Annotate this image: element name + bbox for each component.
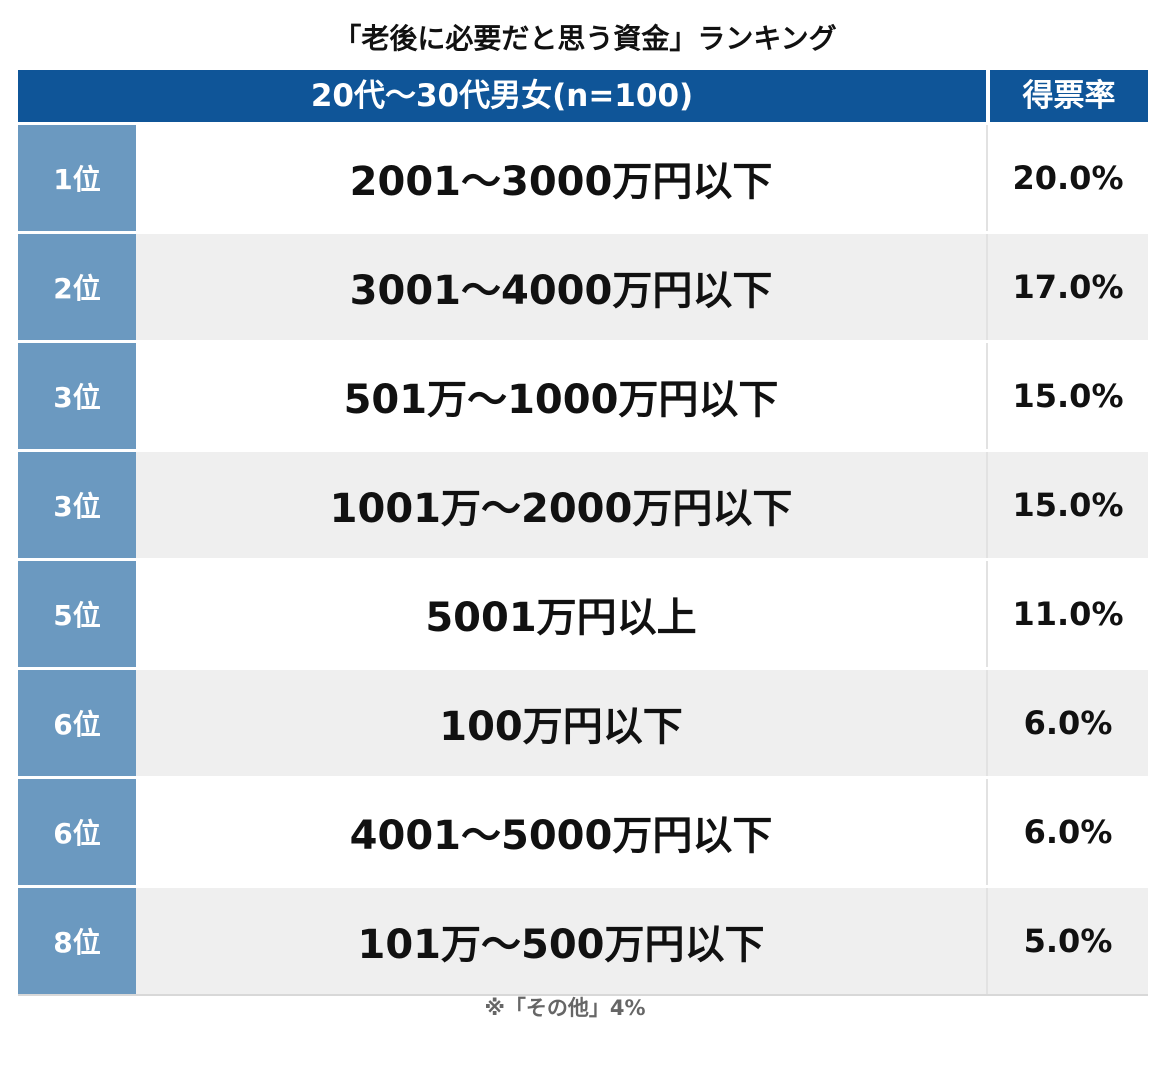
rate-cell: 17.0% bbox=[988, 234, 1148, 340]
amount-cell: 101万〜500万円以下 bbox=[136, 888, 988, 994]
amount-cell: 1001万〜2000万円以下 bbox=[136, 452, 988, 558]
footnote: ※「その他」4% bbox=[484, 996, 646, 1020]
rank-cell: 1位 bbox=[18, 125, 136, 231]
header-divider bbox=[986, 70, 990, 122]
amount-cell: 100万円以下 bbox=[136, 670, 988, 776]
table-bottom-border bbox=[18, 994, 1148, 996]
rate-cell: 5.0% bbox=[988, 888, 1148, 994]
table-row: 5位 5001万円以上 11.0% bbox=[18, 558, 1148, 667]
table-row: 6位 100万円以下 6.0% bbox=[18, 667, 1148, 776]
rank-cell: 6位 bbox=[18, 779, 136, 885]
table-row: 3位 501万〜1000万円以下 15.0% bbox=[18, 340, 1148, 449]
table-row: 2位 3001〜4000万円以下 17.0% bbox=[18, 231, 1148, 340]
rank-cell: 3位 bbox=[18, 343, 136, 449]
header-group-label: 20代〜30代男女(n=100) bbox=[18, 70, 986, 122]
rate-cell: 6.0% bbox=[988, 779, 1148, 885]
table-row: 8位 101万〜500万円以下 5.0% bbox=[18, 885, 1148, 994]
amount-cell: 501万〜1000万円以下 bbox=[136, 343, 988, 449]
amount-cell: 5001万円以上 bbox=[136, 561, 988, 667]
table-row: 1位 2001〜3000万円以下 20.0% bbox=[18, 122, 1148, 231]
rate-cell: 15.0% bbox=[988, 452, 1148, 558]
rate-cell: 15.0% bbox=[988, 343, 1148, 449]
rank-cell: 2位 bbox=[18, 234, 136, 340]
rate-cell: 20.0% bbox=[988, 125, 1148, 231]
rank-cell: 3位 bbox=[18, 452, 136, 558]
amount-cell: 3001〜4000万円以下 bbox=[136, 234, 988, 340]
page-title: 「老後に必要だと思う資金」ランキング bbox=[333, 22, 837, 55]
rank-cell: 6位 bbox=[18, 670, 136, 776]
rank-cell: 5位 bbox=[18, 561, 136, 667]
rate-cell: 11.0% bbox=[988, 561, 1148, 667]
amount-cell: 2001〜3000万円以下 bbox=[136, 125, 988, 231]
rate-cell: 6.0% bbox=[988, 670, 1148, 776]
table-header: 20代〜30代男女(n=100) 得票率 bbox=[18, 70, 1148, 122]
table-row: 3位 1001万〜2000万円以下 15.0% bbox=[18, 449, 1148, 558]
header-rate-label: 得票率 bbox=[990, 70, 1148, 122]
table-row: 6位 4001〜5000万円以下 6.0% bbox=[18, 776, 1148, 885]
ranking-table: 20代〜30代男女(n=100) 得票率 1位 2001〜3000万円以下 20… bbox=[18, 70, 1148, 996]
amount-cell: 4001〜5000万円以下 bbox=[136, 779, 988, 885]
rank-cell: 8位 bbox=[18, 888, 136, 994]
